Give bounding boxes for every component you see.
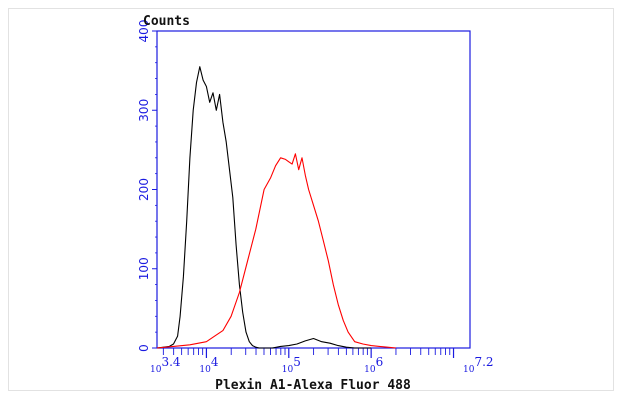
y-axis-ticks: 0 100 200 300 400 xyxy=(137,20,157,352)
image-border xyxy=(8,8,614,391)
x-tick-label-3.4: 103.4 xyxy=(150,355,181,375)
series-line-2 xyxy=(156,153,396,349)
series-layer xyxy=(156,66,396,349)
x-axis-ticks: 103.4 104 105 106 107.2 xyxy=(150,348,494,375)
y-tick-label-0: 0 xyxy=(137,344,151,352)
y-tick-label-300: 300 xyxy=(137,99,151,122)
y-axis-label: Counts xyxy=(143,14,190,29)
x-axis-label: Plexin A1-Alexa Fluor 488 xyxy=(215,378,411,393)
x-tick-label-4: 104 xyxy=(199,355,218,375)
x-tick-label-7.2: 107.2 xyxy=(463,355,494,375)
y-tick-label-400: 400 xyxy=(137,20,151,43)
y-tick-label-200: 200 xyxy=(137,178,151,201)
x-tick-label-6: 106 xyxy=(364,355,383,375)
series-line-1 xyxy=(156,66,372,349)
y-tick-label-100: 100 xyxy=(137,257,151,280)
plot-area xyxy=(156,30,471,349)
x-tick-label-5: 105 xyxy=(282,355,301,375)
